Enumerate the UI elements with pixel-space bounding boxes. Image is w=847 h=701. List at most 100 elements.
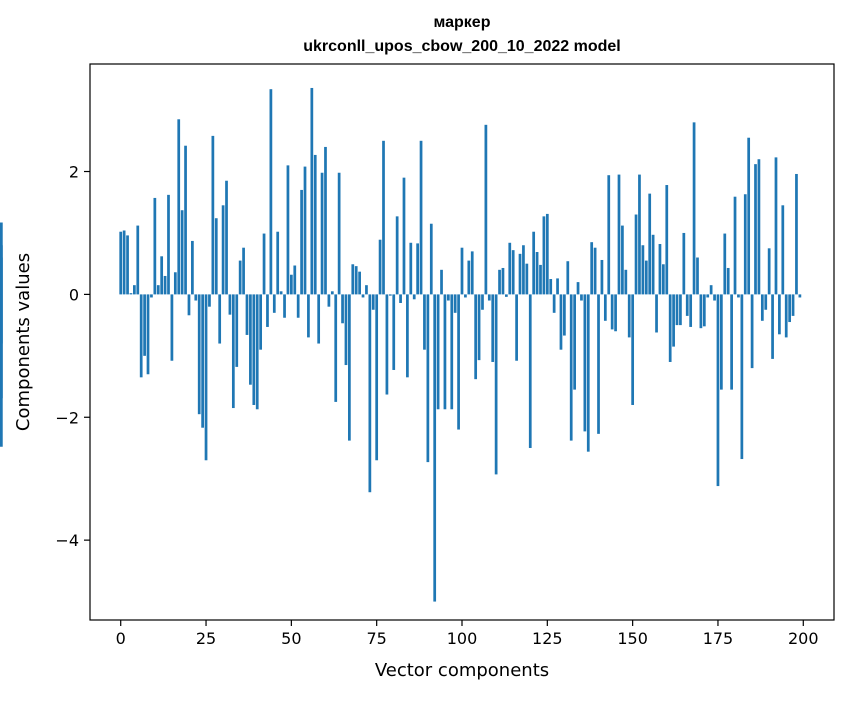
bar-39 <box>252 294 256 405</box>
bar-139 <box>593 247 597 295</box>
bar-24 <box>201 294 204 428</box>
bar-104 <box>474 294 478 380</box>
bar-115 <box>511 250 515 295</box>
bar-199 <box>798 294 802 298</box>
bar-177 <box>723 233 727 295</box>
bar-2 <box>126 235 129 295</box>
bar-15 <box>170 294 174 361</box>
y-tick-label: −4 <box>55 531 79 550</box>
bar-65 <box>341 294 344 324</box>
bar-157 <box>655 294 658 333</box>
bar-166 <box>685 294 689 316</box>
x-axis-label: Vector components <box>375 660 549 681</box>
bar-9 <box>150 294 153 298</box>
bar-69 <box>354 266 358 295</box>
bar-88 <box>419 140 423 295</box>
bar-86 <box>412 294 416 300</box>
bar-158 <box>658 244 662 295</box>
bar-63 <box>334 294 338 402</box>
bar-60 <box>324 146 327 295</box>
x-tick-label: 150 <box>617 629 648 648</box>
bar-89 <box>423 294 426 350</box>
bar-164 <box>679 294 682 326</box>
bar-154 <box>644 260 648 295</box>
bar-7 <box>143 294 146 356</box>
bar-14 <box>167 194 170 295</box>
bar-31 <box>225 180 228 295</box>
bar-75 <box>375 294 379 461</box>
bar-4 <box>133 285 136 295</box>
bar-51 <box>293 265 297 295</box>
x-tick-label: 25 <box>196 629 216 648</box>
bar-85 <box>409 242 413 295</box>
bar-184 <box>747 137 751 295</box>
bar-130 <box>563 294 566 336</box>
bar-180 <box>733 196 737 295</box>
bar-3 <box>129 293 133 295</box>
bar-179 <box>730 294 733 390</box>
bar-25 <box>204 294 208 461</box>
bar-41 <box>259 294 263 350</box>
bar-22 <box>194 294 198 301</box>
bar-125 <box>545 213 549 295</box>
bar-35 <box>238 260 242 295</box>
bar-110 <box>494 294 498 475</box>
bar-17 <box>177 119 181 295</box>
bar-97 <box>450 294 454 410</box>
bar-54 <box>303 166 307 295</box>
bar-185 <box>750 294 754 369</box>
bar-66 <box>344 294 348 366</box>
bar-169 <box>696 257 699 295</box>
bar-106 <box>481 294 484 310</box>
bar-101 <box>464 294 467 298</box>
bar-159 <box>661 264 665 295</box>
bar-11 <box>156 285 160 295</box>
bar-107 <box>484 124 488 295</box>
bar-46 <box>276 231 280 295</box>
bar-18 <box>180 210 184 295</box>
x-tick-label: 175 <box>703 629 734 648</box>
bar-47 <box>279 291 283 295</box>
bar-197 <box>791 294 795 316</box>
bar-90 <box>426 294 430 463</box>
bar-45 <box>272 294 276 313</box>
bar-42 <box>262 233 266 295</box>
bar-173 <box>709 285 713 295</box>
bar-49 <box>286 165 290 295</box>
chart-title-line-2: ukrconll_upos_cbow_200_10_2022 model <box>303 38 620 55</box>
bar-102 <box>467 260 471 295</box>
bar-138 <box>590 242 594 295</box>
bar-56 <box>310 87 314 295</box>
bars-group <box>0 87 802 602</box>
bar-109 <box>491 294 495 362</box>
bar-171 <box>702 294 706 327</box>
bar-67 <box>348 294 351 441</box>
bar-142 <box>603 294 607 321</box>
bar-192 <box>774 157 778 295</box>
bar-146 <box>617 174 621 295</box>
bar-32 <box>228 294 232 315</box>
x-tick-label: 100 <box>447 629 478 648</box>
bar-124 <box>542 216 546 295</box>
bar-182 <box>740 294 744 460</box>
bar-29 <box>218 294 222 344</box>
bar-19 <box>184 145 187 295</box>
bar-68 <box>351 264 355 295</box>
bar-48 <box>283 294 286 318</box>
bar-78 <box>385 294 389 395</box>
x-tick-label: 200 <box>788 629 819 648</box>
bar-5 <box>136 225 140 295</box>
bar-135 <box>580 294 583 301</box>
bar-77 <box>382 140 385 295</box>
bar-91 <box>429 223 433 295</box>
bar-26 <box>208 294 211 307</box>
bar-148 <box>624 269 628 295</box>
bar-12 <box>160 256 164 295</box>
bar-127 <box>552 294 556 313</box>
bar-119 <box>525 263 529 295</box>
bar-113 <box>505 294 508 297</box>
bar-190 <box>767 248 771 295</box>
bar-144 <box>610 294 614 330</box>
bar-59 <box>320 172 324 295</box>
x-tick-label: 50 <box>281 629 301 648</box>
